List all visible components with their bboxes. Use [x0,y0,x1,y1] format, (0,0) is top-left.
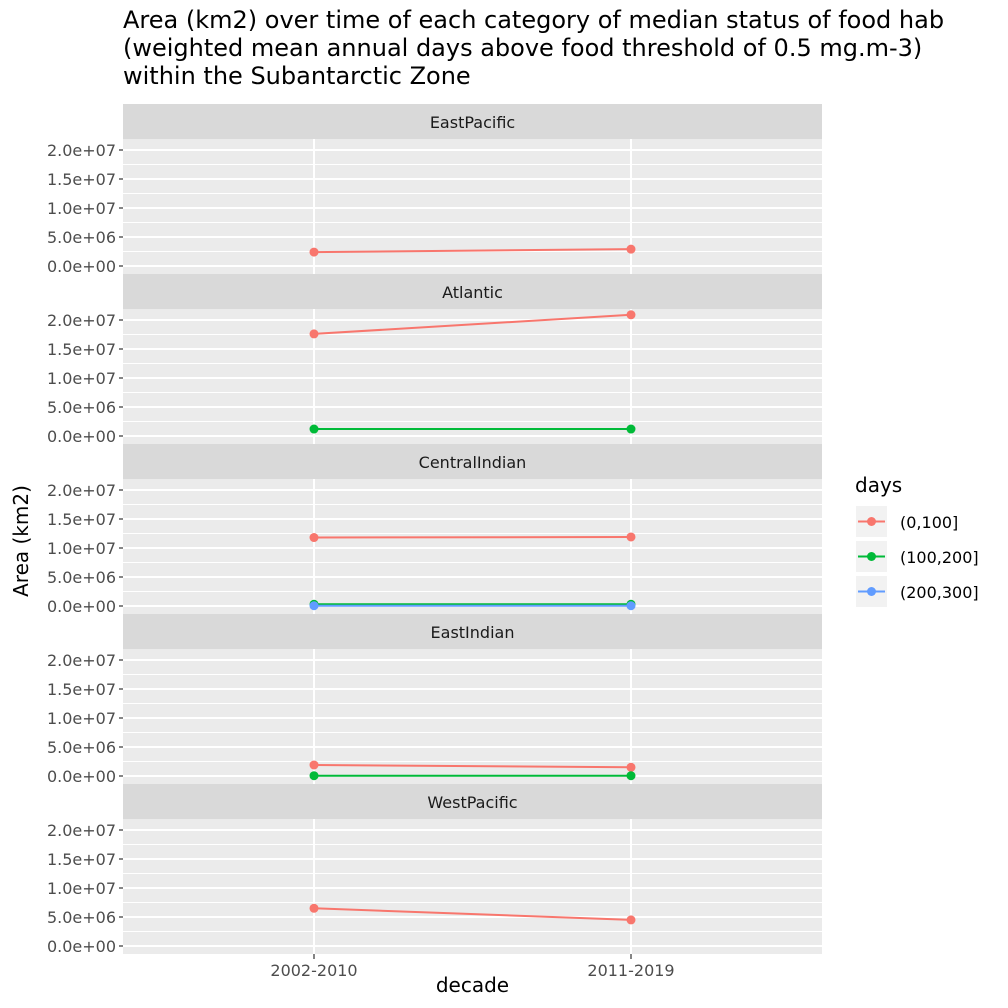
facet-strip-eastindian [123,614,822,649]
y-tick-label: 1.5e+07 [47,170,116,189]
panel-background-centralindian [123,479,822,614]
y-tick-label: 1.0e+07 [47,199,116,218]
facet-label-centralindian: CentralIndian [419,453,527,472]
panel-background-eastindian [123,649,822,784]
chart-title-line-2: (weighted mean annual days above food th… [123,34,923,62]
legend-key-point [867,587,876,596]
data-point-centralindian [626,532,636,542]
facet-strip-eastpacific [123,104,822,139]
data-point-atlantic [309,424,319,434]
y-tick-label: 1.0e+07 [47,879,116,898]
y-tick-label: 5.0e+06 [47,908,116,927]
series-line-westpacific [313,907,632,921]
data-point-eastindian [309,771,319,781]
data-point-atlantic [309,329,319,339]
data-point-centralindian [309,601,319,611]
x-tick-label: 2011-2019 [587,961,674,980]
series-line-atlantic [313,313,632,335]
facet-strip-atlantic [123,274,822,309]
y-tick-label: 1.5e+07 [47,850,116,869]
facet-label-eastindian: EastIndian [431,623,515,642]
chart-title-line-1: Area (km2) over time of each category of… [123,6,945,34]
facet-label-westpacific: WestPacific [427,793,517,812]
y-tick-label: 0.0e+00 [47,427,116,446]
y-tick-label: 2.0e+07 [47,481,116,500]
data-point-eastindian [626,762,636,772]
legend-label: (0,100] [900,513,958,532]
legend-title: days [855,473,902,497]
y-tick-label: 2.0e+07 [47,821,116,840]
panel-background-westpacific [123,819,822,954]
y-tick-label: 1.0e+07 [47,369,116,388]
y-tick-label: 0.0e+00 [47,767,116,786]
series-line-eastindian [313,763,632,769]
y-tick-label: 5.0e+06 [47,568,116,587]
y-tick-label: 5.0e+06 [47,228,116,247]
facet-label-eastpacific: EastPacific [430,113,515,132]
y-tick-label: 2.0e+07 [47,311,116,330]
facet-label-atlantic: Atlantic [442,283,503,302]
facet-strip-centralindian [123,444,822,479]
data-point-atlantic [626,310,636,320]
data-point-eastindian [626,771,636,781]
legend-key-point [867,552,876,561]
chart-title-line-3: within the Subantarctic Zone [123,62,471,90]
y-tick-label: 0.0e+00 [47,597,116,616]
y-axis-title: Area (km2) [9,485,33,597]
data-point-westpacific [309,903,319,913]
y-tick-label: 0.0e+00 [47,257,116,276]
series-line-centralindian [313,535,632,539]
y-tick-label: 2.0e+07 [47,141,116,160]
data-point-eastindian [309,760,319,770]
data-point-eastpacific [309,247,319,257]
data-point-centralindian [309,533,319,543]
x-tick-label: 2002-2010 [270,961,357,980]
data-point-centralindian [626,601,636,611]
y-tick-label: 5.0e+06 [47,398,116,417]
y-tick-label: 1.0e+07 [47,539,116,558]
data-point-atlantic [626,424,636,434]
legend-label: (200,300] [900,583,979,602]
y-tick-label: 1.5e+07 [47,340,116,359]
y-tick-label: 0.0e+00 [47,937,116,956]
panel-background-atlantic [123,309,822,444]
facet-strip-westpacific [123,784,822,819]
data-point-westpacific [626,915,636,925]
y-tick-label: 2.0e+07 [47,651,116,670]
panel-background-eastpacific [123,139,822,274]
series-line-eastpacific [313,248,632,254]
y-tick-label: 5.0e+06 [47,738,116,757]
y-tick-label: 1.0e+07 [47,709,116,728]
y-tick-label: 1.5e+07 [47,510,116,529]
legend-key-point [867,517,876,526]
legend-label: (100,200] [900,548,979,567]
y-tick-label: 1.5e+07 [47,680,116,699]
data-point-eastpacific [626,244,636,254]
x-axis-title: decade [436,973,509,997]
